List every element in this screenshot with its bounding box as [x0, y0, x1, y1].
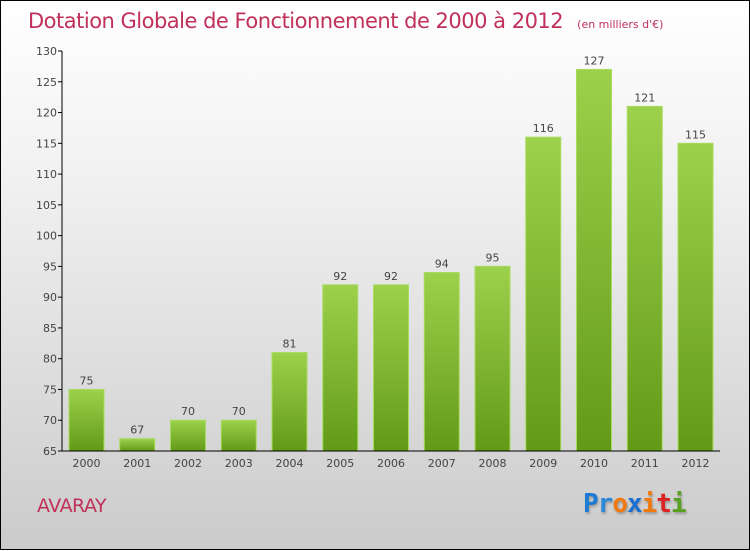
- bar-2005: [322, 284, 359, 452]
- y-tick-label: 100: [36, 230, 57, 243]
- bar-2003: [220, 419, 257, 452]
- data-label: 92: [333, 270, 347, 283]
- bar-2010: [576, 68, 612, 452]
- bar-2009: [525, 136, 562, 452]
- data-label: 116: [533, 122, 554, 135]
- data-label: 115: [685, 128, 706, 141]
- x-tick-label: 2010: [580, 457, 608, 470]
- bar-2002: [170, 419, 206, 452]
- data-label: 75: [80, 374, 94, 387]
- x-tick-label: 2002: [174, 457, 202, 470]
- x-tick-label: 2006: [377, 457, 405, 470]
- y-tick-label: 80: [43, 353, 57, 366]
- data-label: 67: [130, 424, 144, 437]
- data-label: 95: [486, 251, 500, 264]
- y-tick-label: 130: [36, 45, 57, 58]
- y-tick-label: 65: [43, 445, 57, 458]
- x-tick-label: 2003: [225, 457, 253, 470]
- x-tick-label: 2007: [428, 457, 456, 470]
- x-tick-label: 2011: [631, 457, 659, 470]
- data-label: 127: [584, 54, 605, 67]
- title-text: Dotation Globale de Fonctionnement de 20…: [28, 9, 564, 33]
- data-label: 70: [181, 405, 195, 418]
- x-tick-label: 2005: [326, 457, 354, 470]
- y-tick-label: 95: [43, 260, 57, 273]
- bar-2011: [626, 105, 663, 452]
- y-tick-label: 70: [43, 414, 57, 427]
- chart-title: Dotation Globale de Fonctionnement de 20…: [28, 9, 663, 33]
- y-tick-label: 110: [36, 168, 57, 181]
- bar-2000: [68, 388, 105, 452]
- bar-2001: [119, 438, 156, 452]
- city-name: AVARAY: [37, 495, 107, 517]
- x-tick-label: 2001: [123, 457, 151, 470]
- bar-2007: [423, 272, 460, 452]
- x-tick-label: 2000: [73, 457, 101, 470]
- y-tick-label: 85: [43, 322, 57, 335]
- bar-2008: [474, 265, 511, 452]
- x-tick-label: 2004: [276, 457, 304, 470]
- data-label: 121: [634, 91, 655, 104]
- proxiti-logo: Proxiti: [583, 489, 687, 519]
- x-tick-label: 2009: [529, 457, 557, 470]
- y-tick-label: 90: [43, 291, 57, 304]
- y-tick-label: 115: [36, 137, 57, 150]
- x-tick-label: 2012: [682, 457, 710, 470]
- bar-2006: [373, 284, 409, 452]
- y-tick-label: 75: [43, 383, 57, 396]
- x-tick-label: 2008: [479, 457, 507, 470]
- data-label: 92: [384, 270, 398, 283]
- y-tick-label: 125: [36, 76, 57, 89]
- data-label: 81: [283, 338, 297, 351]
- bar-2004: [271, 352, 308, 452]
- data-label: 70: [232, 405, 246, 418]
- y-tick-label: 120: [36, 107, 57, 120]
- y-tick-label: 105: [36, 199, 57, 212]
- data-label: 94: [435, 258, 449, 271]
- bar-2012: [677, 142, 714, 452]
- chart-subtitle: (en milliers d'€): [577, 18, 664, 31]
